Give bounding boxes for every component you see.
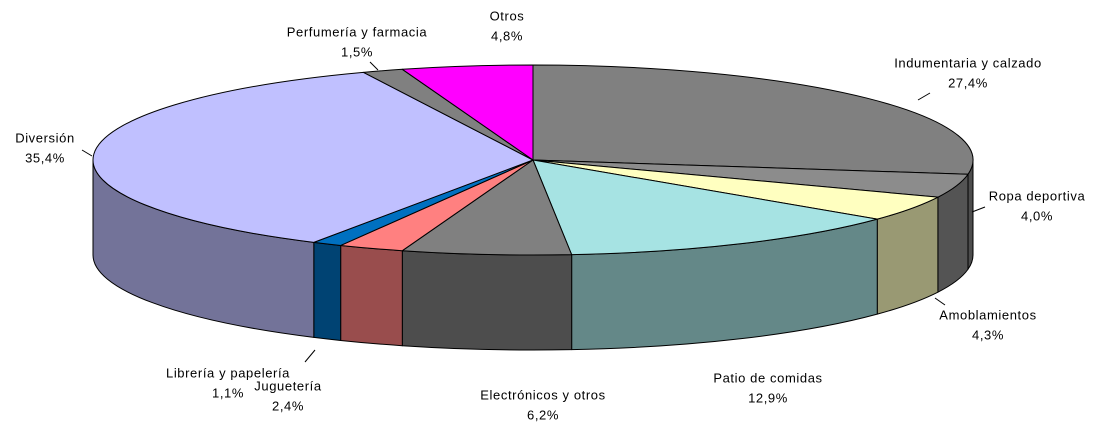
slice-value-label: 4,0% bbox=[1021, 208, 1053, 223]
slice-label: Otros bbox=[490, 8, 525, 23]
slice-value-label: 1,1% bbox=[212, 385, 244, 400]
slice-value-label: 4,8% bbox=[491, 28, 523, 43]
leader-line bbox=[971, 206, 986, 213]
slice-label: Diversión bbox=[15, 130, 75, 145]
slice-label: Patio de comidas bbox=[713, 370, 822, 385]
slice-side bbox=[401, 250, 573, 351]
slice bbox=[92, 71, 534, 243]
slice-value-label: 1,5% bbox=[341, 44, 373, 59]
slice-label: Perfumería y farmacia bbox=[287, 24, 428, 39]
slice-value-label: 2,4% bbox=[272, 398, 304, 413]
slice-side bbox=[313, 241, 342, 341]
slice-label: Indumentaria y calzado bbox=[894, 55, 1042, 70]
slice bbox=[532, 159, 878, 256]
slice-label: Amoblamientos bbox=[939, 307, 1036, 322]
leader-line bbox=[369, 61, 379, 71]
slice-label: Ropa deportiva bbox=[989, 188, 1086, 203]
slice-value-label: 6,2% bbox=[527, 407, 559, 422]
leader-line bbox=[934, 297, 946, 306]
slice-value-label: 27,4% bbox=[948, 75, 988, 90]
slice-label: Electrónicos y otros bbox=[480, 387, 605, 402]
slice-side bbox=[340, 244, 403, 347]
leader-line bbox=[304, 349, 316, 363]
slice-value-label: 12,9% bbox=[748, 390, 788, 405]
slice-side bbox=[967, 159, 974, 270]
leader-line bbox=[917, 92, 931, 101]
slice bbox=[532, 64, 974, 175]
slice-label: Librería y papelería bbox=[166, 365, 290, 380]
slice bbox=[401, 159, 573, 256]
slice bbox=[401, 64, 534, 161]
slice-value-label: 35,4% bbox=[25, 150, 65, 165]
slice-value-label: 4,3% bbox=[972, 327, 1004, 342]
slice-label: Juguetería bbox=[254, 378, 322, 393]
leader-line bbox=[81, 149, 93, 157]
